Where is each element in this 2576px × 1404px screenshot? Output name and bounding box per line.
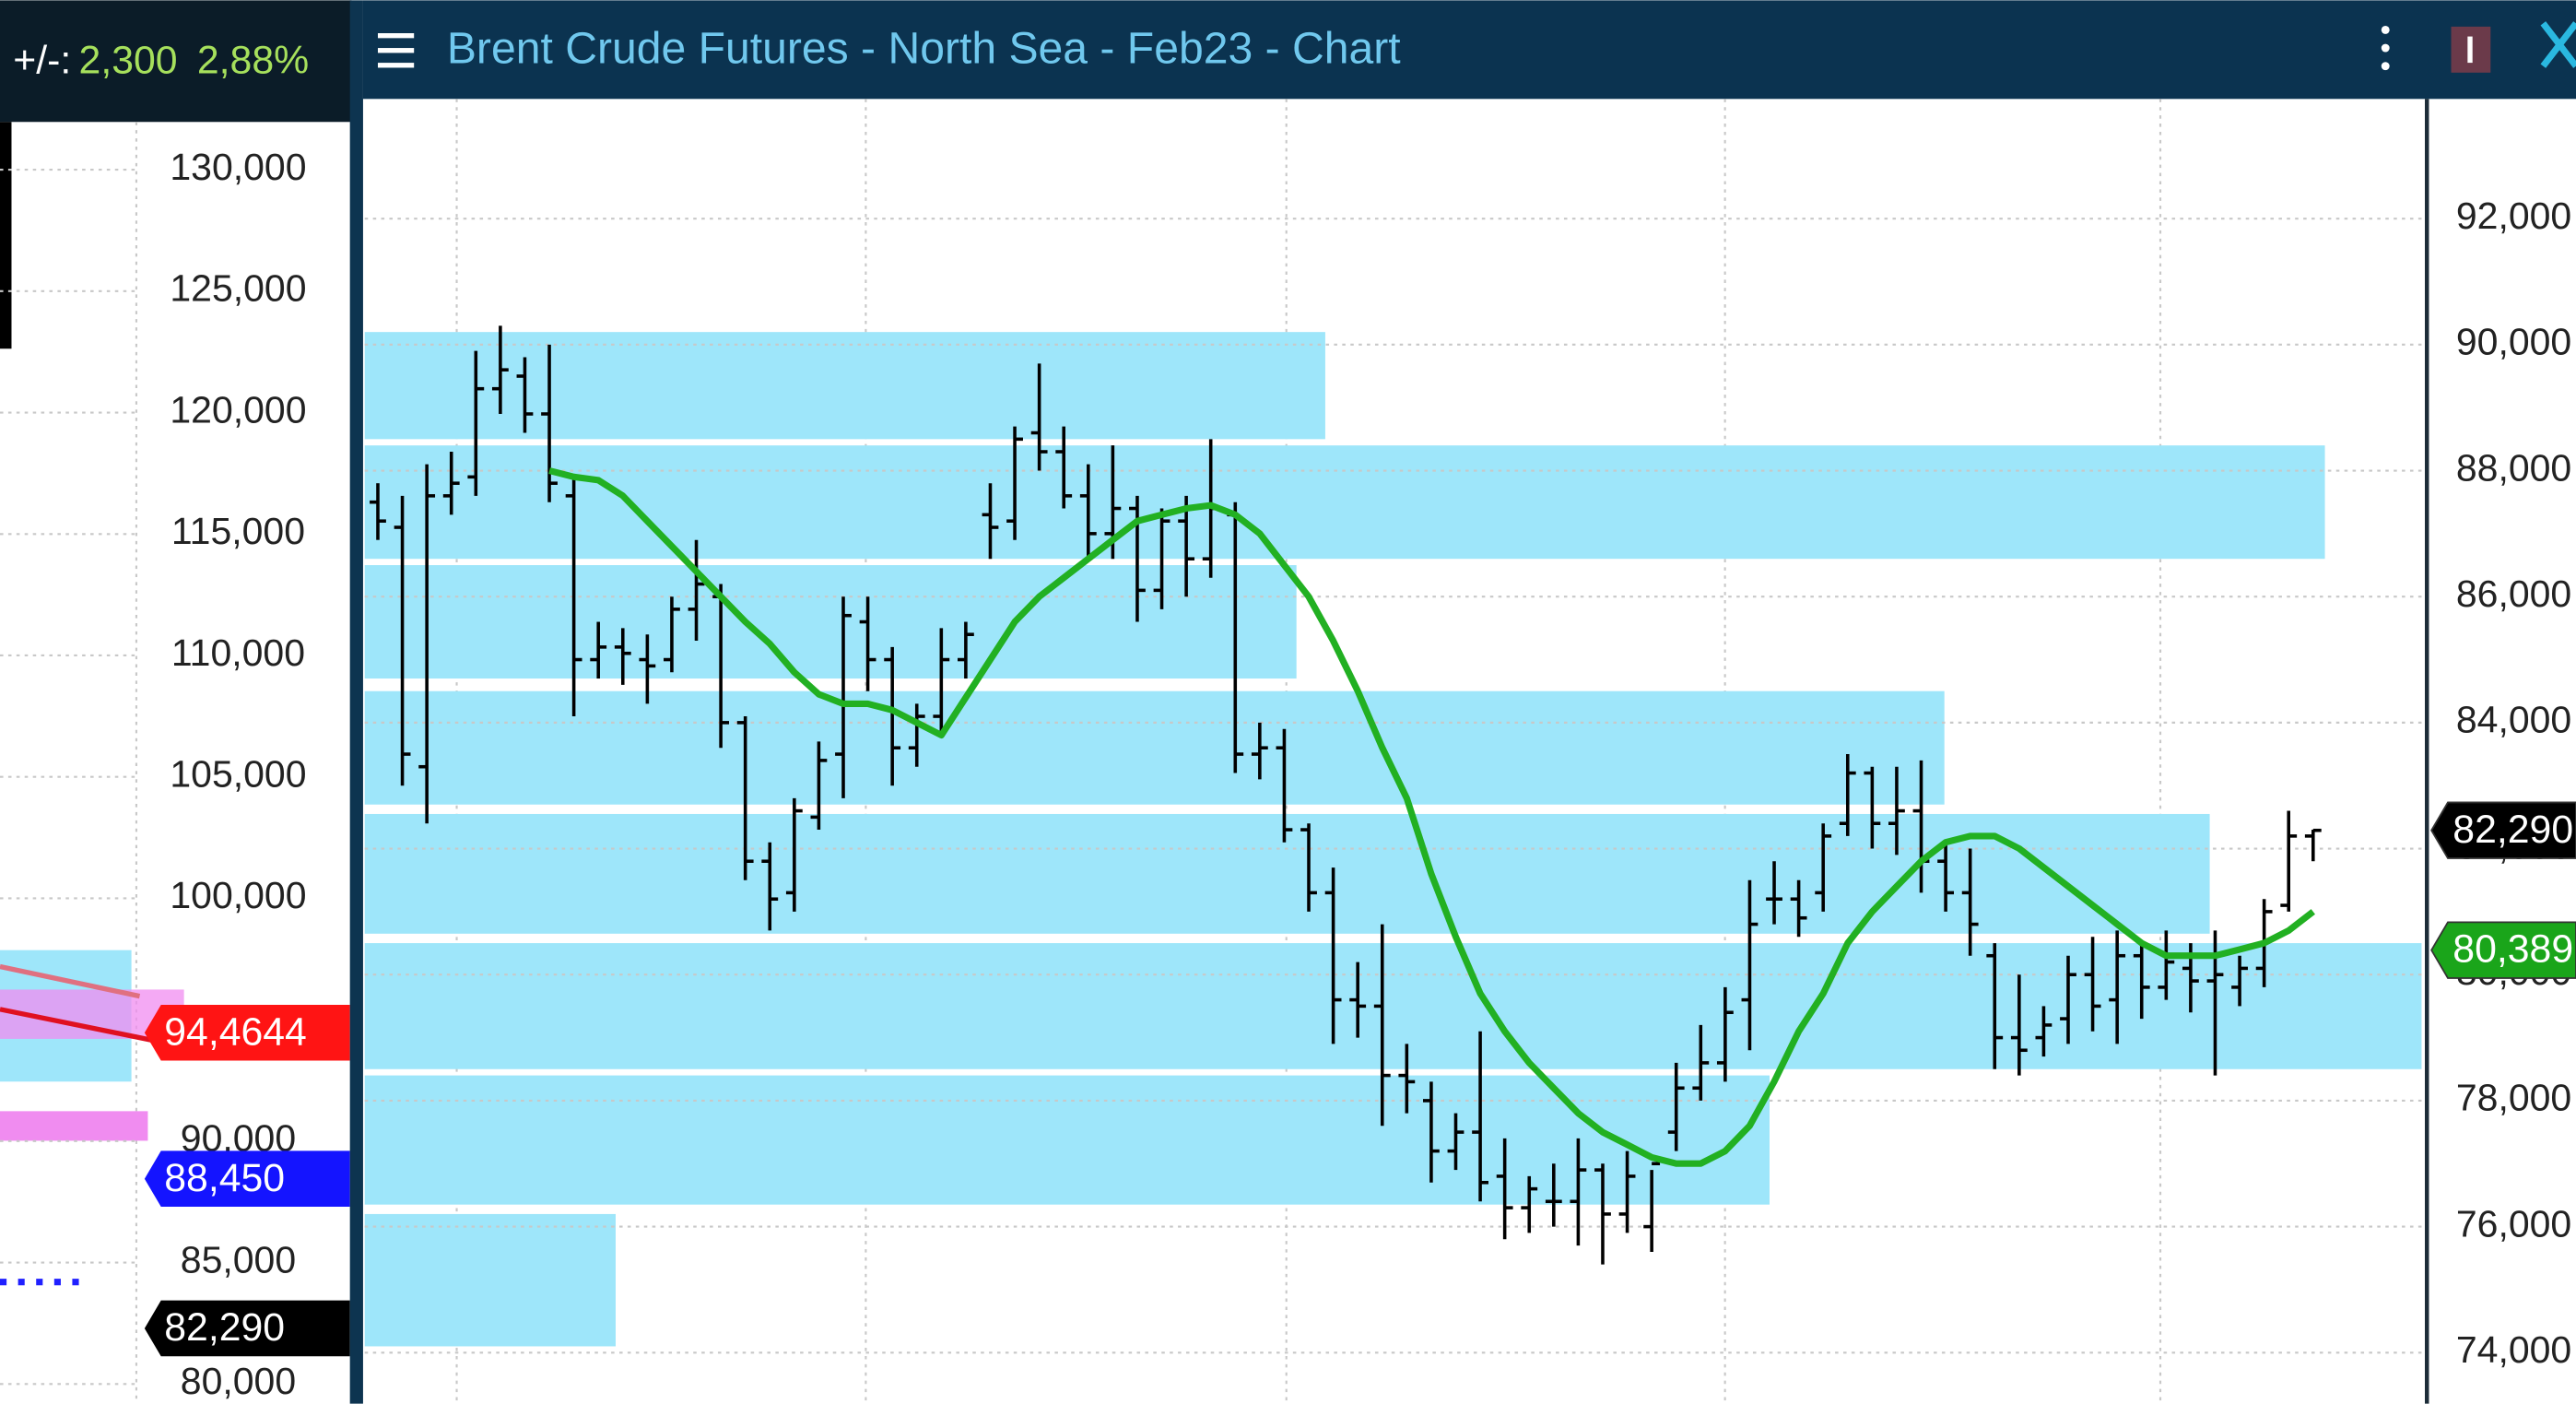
y-tick-label: 100,000	[170, 874, 306, 916]
window-icon-mark	[2467, 36, 2473, 64]
price-tag	[2430, 801, 2576, 859]
menu-icon-line	[377, 48, 415, 53]
change-percent: 2,88%	[197, 38, 309, 82]
y-tick-label: 115,000	[171, 510, 305, 552]
close-icon[interactable]	[2540, 21, 2576, 68]
moving-average	[548, 467, 2315, 1167]
profile-band	[364, 943, 2422, 1069]
more-icon[interactable]	[2381, 25, 2390, 71]
y-tick-label: 88,000	[2456, 446, 2571, 489]
dot	[2381, 43, 2390, 53]
profile-band	[364, 1075, 1770, 1205]
price-tag	[144, 1300, 350, 1357]
dot	[2381, 25, 2390, 34]
y-tick-label: 120,000	[170, 388, 306, 431]
plot	[364, 99, 2426, 1404]
price-tag-label: 88,450	[164, 1156, 285, 1200]
menu-icon-line	[377, 63, 415, 68]
price-tag-label: 82,290	[164, 1305, 285, 1350]
price-tag-label: 82,290	[2452, 808, 2573, 852]
menu-icon-line	[377, 33, 415, 39]
price-tag	[2430, 921, 2576, 979]
left-header	[0, 0, 352, 123]
y-tick-label: 80,000	[181, 1360, 296, 1402]
y-tick-label: 84,000	[2456, 699, 2571, 741]
dot	[2381, 62, 2390, 71]
left-pink-strip	[0, 1111, 148, 1141]
profile-band	[364, 565, 1297, 679]
profile-band	[364, 332, 1325, 440]
panel-divider	[349, 0, 363, 1404]
menu-icon[interactable]	[377, 33, 415, 68]
price-tag	[144, 1004, 350, 1061]
price-tag-label: 94,4644	[164, 1009, 307, 1054]
profile-band	[364, 445, 2325, 560]
price-tag	[144, 1150, 350, 1207]
y-tick-label: 105,000	[170, 753, 306, 796]
y-tick-label: 86,000	[2456, 572, 2571, 615]
profile-band	[364, 690, 1945, 805]
chart-title: Brent Crude Futures - North Sea - Feb23 …	[447, 23, 1401, 73]
profile-band	[364, 813, 2210, 934]
y-tick-label: 85,000	[181, 1238, 296, 1280]
chart-header	[362, 0, 2576, 100]
left-axis: 130,000 125,000 120,000 115,000 110,000 105,0…	[0, 146, 350, 1402]
y-tick-label: 110,000	[171, 631, 305, 674]
price-tag-label: 80,389	[2452, 927, 2573, 972]
close-stroke	[2540, 21, 2576, 68]
y-tick-label: 74,000	[2456, 1328, 2571, 1371]
y-tick-label: 130,000	[170, 146, 306, 188]
y-tick-label: 78,000	[2456, 1077, 2571, 1119]
left-edge-bar	[0, 122, 12, 349]
y-tick-label: 76,000	[2456, 1202, 2571, 1245]
y-tick-label: 92,000	[2456, 195, 2571, 237]
change-value: 2,300	[79, 38, 178, 82]
profile-band	[364, 1213, 616, 1347]
y-tick-label: 125,000	[170, 267, 306, 310]
y-tick-label: 90,000	[2456, 321, 2571, 363]
axis-border	[2425, 99, 2429, 1404]
left-trend-line	[0, 963, 141, 999]
change-label: +/-:	[13, 38, 71, 82]
